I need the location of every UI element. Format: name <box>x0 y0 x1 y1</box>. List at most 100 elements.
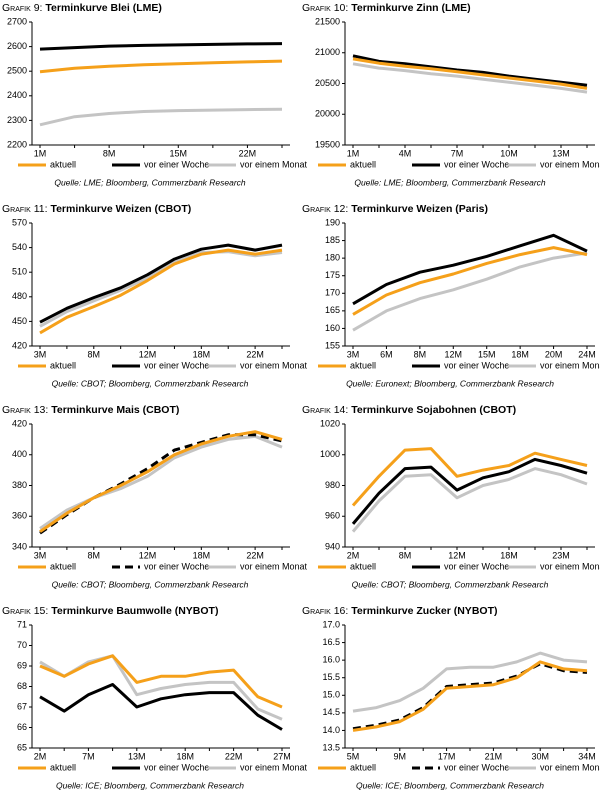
chart-title-text: Terminkurve Sojabohnen (CBOT) <box>351 404 516 416</box>
x-tick-label: 27M <box>273 751 291 761</box>
x-tick-label: 8M <box>399 550 412 560</box>
chart-label: Grafik 15: <box>2 605 48 617</box>
x-tick-label: 2M <box>347 550 360 560</box>
legend-label: vor einer Woche <box>444 762 509 772</box>
y-tick-label: 69 <box>17 660 27 670</box>
x-tick-label: 22M <box>246 349 264 359</box>
x-tick-label: 7M <box>82 751 95 761</box>
y-tick-label: 14.0 <box>322 725 340 735</box>
x-tick-label: 15M <box>170 148 188 158</box>
y-tick-label: 20000 <box>315 109 340 119</box>
x-tick-label: 6M <box>380 349 393 359</box>
series-line <box>352 251 588 332</box>
chart-title-text: Terminkurve Weizen (Paris) <box>351 203 488 215</box>
y-tick-label: 21500 <box>315 16 340 26</box>
chart-title: Grafik 12: Terminkurve Weizen (Paris) <box>302 203 488 215</box>
y-tick-label: 450 <box>12 316 27 326</box>
source-note: Quelle: CBOT; Bloomberg, Commerzbank Res… <box>52 378 249 388</box>
y-tick-label: 510 <box>12 267 27 277</box>
x-tick-label: 18M <box>193 349 211 359</box>
y-tick-label: 940 <box>325 541 340 551</box>
legend-label: vor einem Monat <box>240 561 308 571</box>
source-note: Quelle: Euronext; Bloomberg, Commerzbank… <box>346 378 554 388</box>
x-tick-label: 5M <box>347 751 360 761</box>
x-tick-label: 30M <box>531 751 549 761</box>
y-tick-label: 480 <box>12 291 27 301</box>
x-tick-label: 24M <box>578 349 596 359</box>
x-tick-label: 1M <box>347 148 360 158</box>
series-line <box>352 233 588 306</box>
x-tick-label: 18M <box>511 349 529 359</box>
x-tick-label: 12M <box>448 550 466 560</box>
y-tick-label: 15.0 <box>322 690 340 700</box>
x-tick-label: 8M <box>414 349 427 359</box>
chart-label: Grafik 11: <box>2 203 48 215</box>
y-tick-label: 960 <box>325 511 340 521</box>
x-tick-label: 8M <box>88 550 101 560</box>
legend-label: vor einem Monat <box>540 360 600 370</box>
chart-title-text: Terminkurve Blei (LME) <box>45 2 162 14</box>
legend-label: aktuell <box>50 762 76 772</box>
source-note: Quelle: ICE; Bloomberg, Commerzbank Rese… <box>56 780 244 790</box>
chart-title: Grafik 11: Terminkurve Weizen (CBOT) <box>2 203 191 215</box>
y-tick-label: 155 <box>325 340 340 350</box>
y-tick-label: 67 <box>17 701 27 711</box>
x-tick-label: 10M <box>500 148 518 158</box>
legend-label: aktuell <box>350 762 376 772</box>
x-tick-label: 18M <box>193 550 211 560</box>
y-tick-label: 17.0 <box>322 619 340 629</box>
y-tick-label: 70 <box>17 640 27 650</box>
series-line <box>39 243 283 324</box>
series-line <box>352 246 588 316</box>
x-tick-label: 8M <box>103 148 116 158</box>
series-line <box>39 107 283 127</box>
y-tick-label: 190 <box>325 217 340 227</box>
series-line <box>352 660 588 732</box>
x-tick-label: 7M <box>451 148 464 158</box>
y-tick-label: 2200 <box>7 139 27 149</box>
x-tick-label: 21M <box>485 751 503 761</box>
x-tick-label: 13M <box>552 148 570 158</box>
series-line <box>39 42 283 51</box>
x-tick-label: 22M <box>239 148 257 158</box>
series-line <box>352 57 588 90</box>
legend-label: vor einem Monat <box>240 762 308 772</box>
y-tick-label: 1020 <box>320 418 340 428</box>
y-tick-label: 170 <box>325 288 340 298</box>
legend-label: vor einer Woche <box>444 561 509 571</box>
y-tick-label: 2600 <box>7 41 27 51</box>
y-tick-label: 16.5 <box>322 637 340 647</box>
series-line <box>39 59 283 74</box>
y-tick-label: 65 <box>17 742 27 752</box>
series-line <box>352 662 588 731</box>
y-tick-label: 2500 <box>7 66 27 76</box>
source-note: Quelle: LME; Bloomberg, Commerzbank Rese… <box>54 177 246 187</box>
series-line <box>39 433 283 535</box>
y-tick-label: 570 <box>12 217 27 227</box>
x-tick-label: 3M <box>347 349 360 359</box>
y-tick-label: 71 <box>17 619 27 629</box>
y-tick-label: 2300 <box>7 115 27 125</box>
chart-label: Grafik 16: <box>302 605 348 617</box>
series-line <box>351 467 588 533</box>
x-tick-label: 12M <box>445 349 463 359</box>
legend-label: aktuell <box>50 159 76 169</box>
legend-label: vor einer Woche <box>144 159 209 169</box>
y-tick-label: 165 <box>325 305 340 315</box>
chart-title-text: Terminkurve Weizen (CBOT) <box>50 203 191 215</box>
y-tick-label: 185 <box>325 235 340 245</box>
x-tick-label: 12M <box>139 550 157 560</box>
x-tick-label: 2M <box>34 751 47 761</box>
chart-title: Grafik 14: Terminkurve Sojabohnen (CBOT) <box>302 404 516 416</box>
series-line <box>352 651 588 713</box>
series-line <box>352 54 588 87</box>
x-tick-label: 12M <box>139 349 157 359</box>
y-tick-label: 15.5 <box>322 672 340 682</box>
chart-title: Grafik 15: Terminkurve Baumwolle (NYBOT) <box>2 605 218 617</box>
chart-title-text: Terminkurve Baumwolle (NYBOT) <box>51 605 218 617</box>
x-tick-label: 23M <box>552 550 570 560</box>
series-line <box>39 683 283 731</box>
series-line <box>351 457 588 525</box>
y-tick-label: 13.5 <box>322 742 340 752</box>
x-tick-label: 15M <box>478 349 496 359</box>
